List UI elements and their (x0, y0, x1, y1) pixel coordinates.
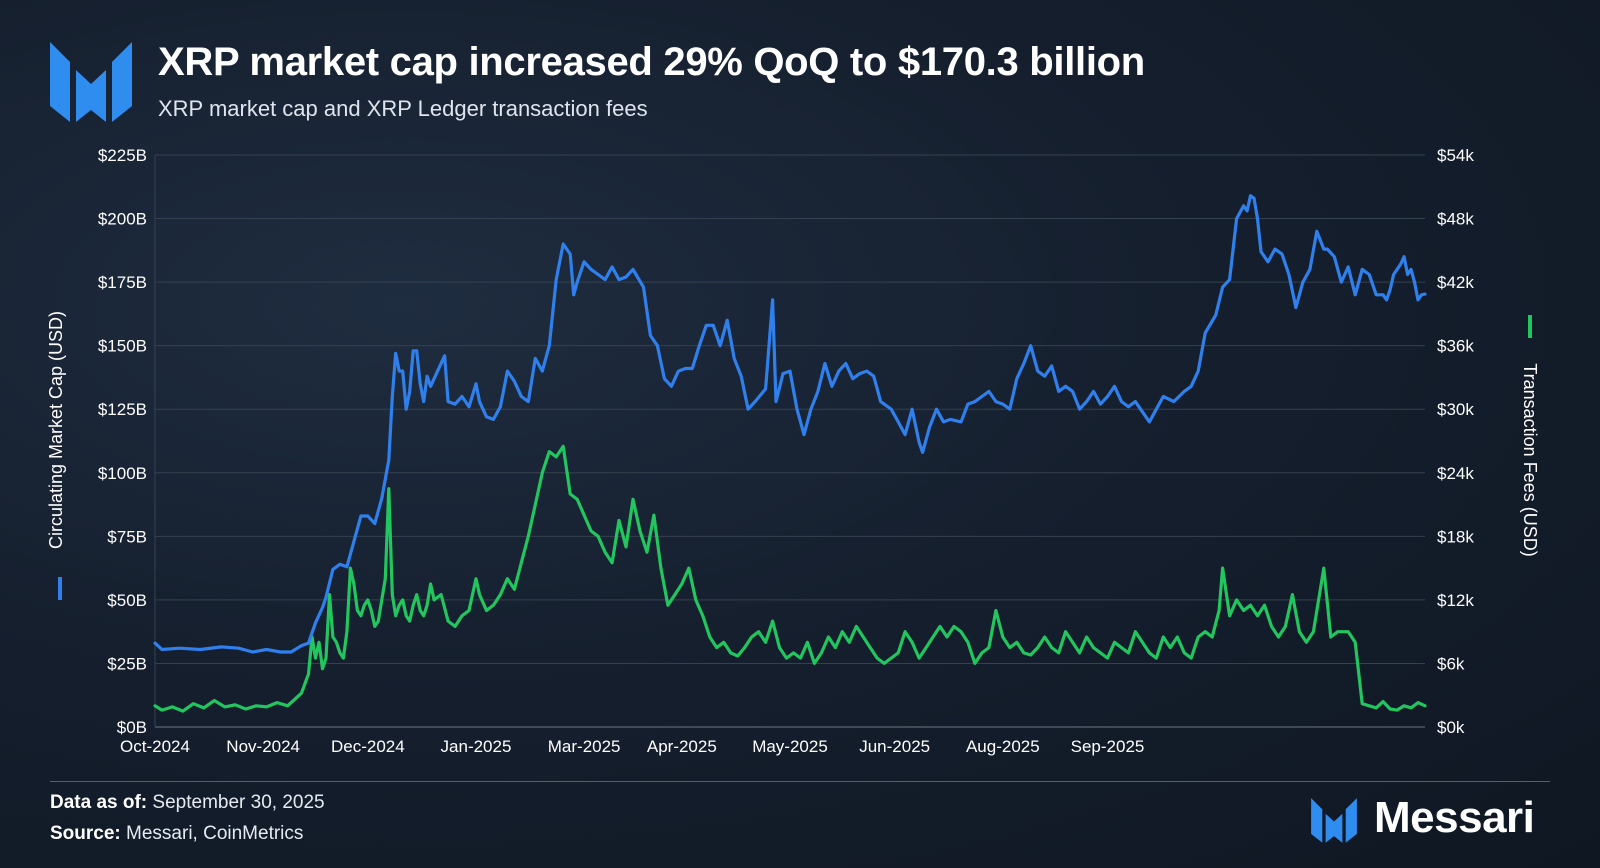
messari-brand-icon (1311, 798, 1357, 843)
source-note: Source: Messari, CoinMetrics (50, 823, 303, 845)
market-cap-line (153, 194, 1427, 654)
x-tick-label: Oct-2024 (120, 737, 190, 756)
x-tick-label: Jan-2025 (441, 737, 512, 756)
right-tick-label: $48k (1437, 210, 1474, 229)
left-tick-label: $125B (98, 400, 147, 419)
right-axis-title: Transaction Fees (USD) (1520, 363, 1540, 556)
x-tick-label: Dec-2024 (331, 737, 405, 756)
left-tick-label: $175B (98, 273, 147, 292)
x-tick-label: Sep-2025 (1071, 737, 1145, 756)
data-as-of-value: September 30, 2025 (152, 792, 325, 813)
right-tick-label: $42k (1437, 273, 1474, 292)
data-as-of-label: Data as of: (50, 792, 148, 813)
brand-name: Messari (1374, 793, 1535, 842)
data-as-of: Data as of: September 30, 2025 (50, 792, 325, 814)
right-tick-label: $54k (1437, 146, 1474, 165)
left-tick-label: $200B (98, 210, 147, 229)
left-tick-label: $100B (98, 464, 147, 483)
right-tick-label: $6k (1437, 654, 1465, 673)
transaction-fees-line (153, 444, 1427, 713)
brand: Messari (1310, 793, 1550, 845)
x-tick-label: Nov-2024 (226, 737, 300, 756)
left-tick-label: $75B (107, 527, 147, 546)
x-tick-label: Aug-2025 (966, 737, 1040, 756)
messari-logo-icon (50, 42, 132, 122)
footer-divider (50, 781, 1550, 782)
left-tick-label: $50B (107, 591, 147, 610)
right-tick-label: $0k (1437, 718, 1465, 737)
x-tick-label: Mar-2025 (548, 737, 621, 756)
left-tick-label: $225B (98, 146, 147, 165)
source-label: Source: (50, 823, 121, 844)
left-axis-title: Circulating Market Cap (USD) (46, 311, 66, 549)
left-tick-label: $0B (117, 718, 147, 737)
right-tick-label: $30k (1437, 400, 1474, 419)
right-tick-label: $36k (1437, 337, 1474, 356)
right-tick-label: $18k (1437, 527, 1474, 546)
x-tick-label: May-2025 (752, 737, 828, 756)
left-tick-label: $25B (107, 654, 147, 673)
source-value: Messari, CoinMetrics (126, 823, 304, 844)
x-tick-label: Apr-2025 (647, 737, 717, 756)
chart-title: XRP market cap increased 29% QoQ to $170… (158, 40, 1145, 84)
left-tick-label: $150B (98, 337, 147, 356)
right-tick-label: $24k (1437, 464, 1474, 483)
chart-subtitle: XRP market cap and XRP Ledger transactio… (158, 96, 648, 121)
right-tick-label: $12k (1437, 591, 1474, 610)
x-tick-label: Jun-2025 (859, 737, 930, 756)
